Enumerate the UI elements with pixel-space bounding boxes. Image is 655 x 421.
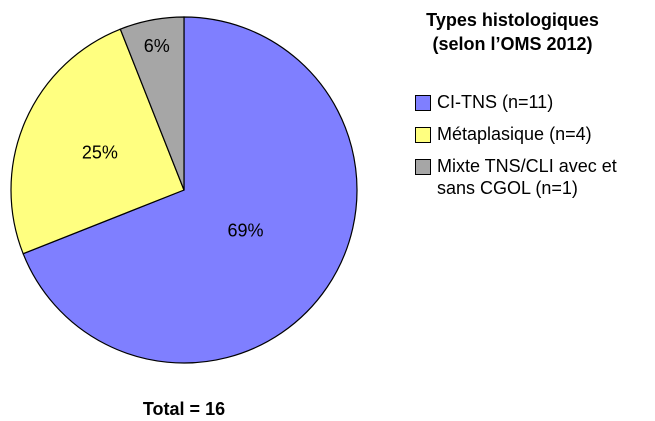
slice-label: 25% [82, 142, 118, 162]
legend-item: CI-TNS (n=11) [415, 91, 655, 113]
pie-slice [22, 16, 358, 364]
legend-title: Types histologiques (selon l’OMS 2012) [426, 10, 599, 54]
slice-label: 69% [228, 221, 264, 241]
pie-slice [119, 16, 185, 191]
legend-item: Métaplasique (n=4) [415, 123, 655, 145]
pie-slice [10, 28, 185, 255]
legend-swatch [415, 159, 431, 175]
legend-swatch [415, 127, 431, 143]
legend-item: Mixte TNS/CLI avec et sans CGOL (n=1) [415, 155, 655, 199]
slice-label: 6% [144, 36, 170, 56]
legend-label: Mixte TNS/CLI avec et sans CGOL (n=1) [437, 156, 617, 198]
footnote: Total = 16 [143, 399, 225, 419]
legend-swatch [415, 95, 431, 111]
legend-label: Métaplasique (n=4) [437, 124, 592, 144]
legend-label: CI-TNS (n=11) [437, 92, 554, 112]
